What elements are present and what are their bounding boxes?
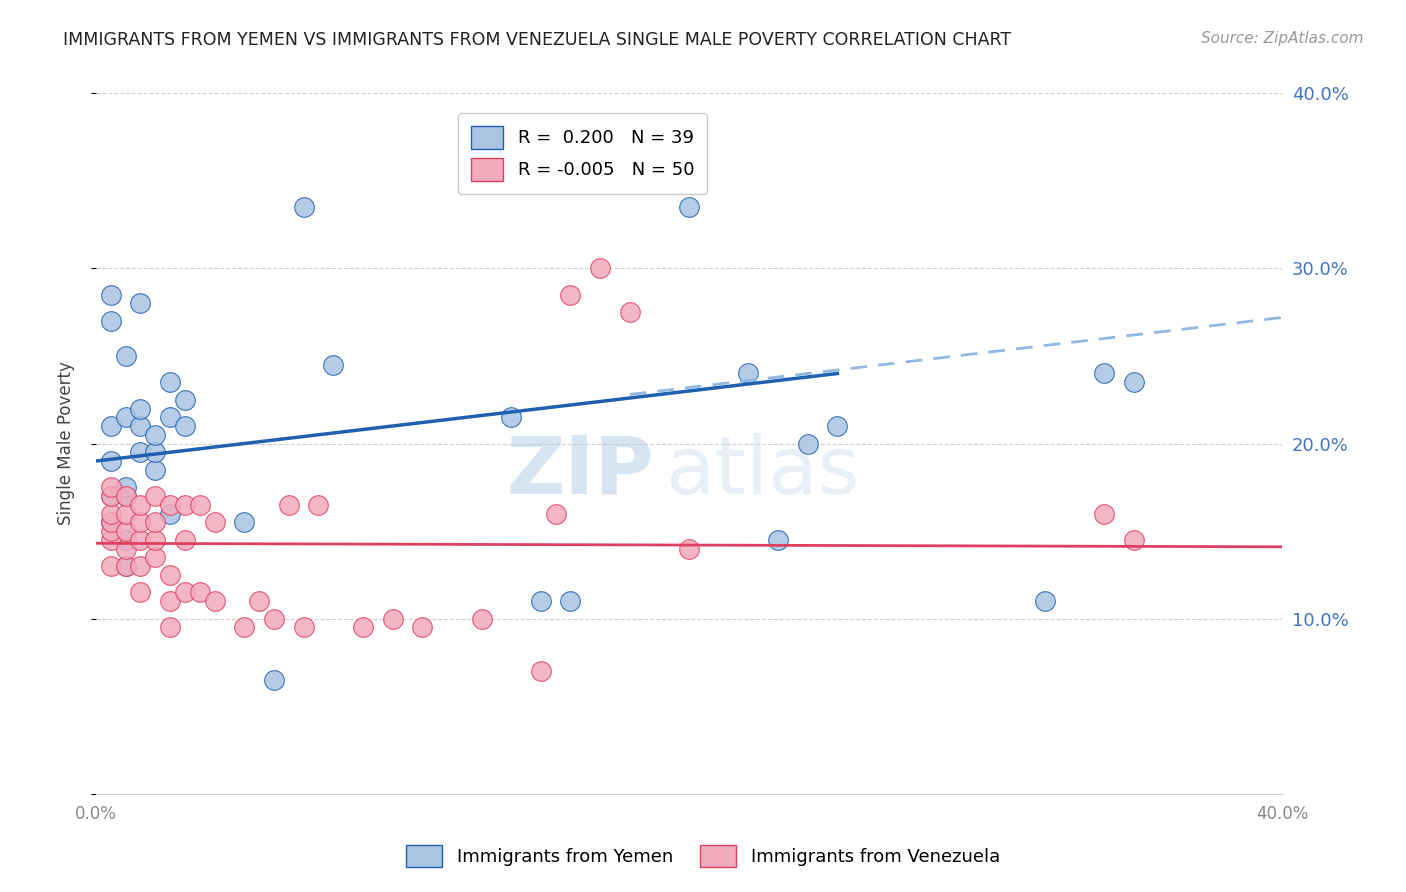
Point <box>114 489 136 503</box>
Point <box>114 349 136 363</box>
Point <box>159 567 181 582</box>
Point <box>114 524 136 538</box>
Point <box>589 261 612 276</box>
Point <box>100 287 122 301</box>
Point <box>411 620 433 634</box>
Point <box>530 664 553 678</box>
Point <box>129 445 152 459</box>
Point <box>1123 376 1146 390</box>
Legend: R =  0.200   N = 39, R = -0.005   N = 50: R = 0.200 N = 39, R = -0.005 N = 50 <box>458 113 707 194</box>
Point <box>530 594 553 608</box>
Point <box>100 489 122 503</box>
Point <box>100 419 122 434</box>
Point <box>678 200 700 214</box>
Point <box>1033 594 1056 608</box>
Point <box>143 463 166 477</box>
Point <box>188 498 211 512</box>
Point <box>129 498 152 512</box>
Point <box>174 419 197 434</box>
Point <box>114 480 136 494</box>
Point <box>159 620 181 634</box>
Point <box>678 541 700 556</box>
Point <box>114 507 136 521</box>
Legend: Immigrants from Yemen, Immigrants from Venezuela: Immigrants from Yemen, Immigrants from V… <box>399 838 1007 874</box>
Point <box>159 507 181 521</box>
Point <box>114 559 136 574</box>
Point <box>560 594 582 608</box>
Point <box>143 550 166 565</box>
Point <box>827 419 849 434</box>
Point <box>143 489 166 503</box>
Point <box>100 480 122 494</box>
Point <box>159 594 181 608</box>
Point <box>501 410 523 425</box>
Point <box>143 427 166 442</box>
Point <box>100 454 122 468</box>
Point <box>204 516 226 530</box>
Point <box>143 445 166 459</box>
Point <box>352 620 374 634</box>
Point <box>100 507 122 521</box>
Point <box>129 296 152 310</box>
Point <box>159 498 181 512</box>
Point <box>1123 533 1146 547</box>
Point <box>307 498 329 512</box>
Text: atlas: atlas <box>665 433 859 510</box>
Point <box>129 401 152 416</box>
Point <box>619 305 641 319</box>
Point <box>174 533 197 547</box>
Text: Source: ZipAtlas.com: Source: ZipAtlas.com <box>1201 31 1364 46</box>
Point <box>322 358 344 372</box>
Point <box>470 611 492 625</box>
Point <box>204 594 226 608</box>
Point <box>159 376 181 390</box>
Point <box>1092 507 1115 521</box>
Point <box>737 367 759 381</box>
Point <box>544 507 567 521</box>
Point <box>233 620 256 634</box>
Point <box>100 559 122 574</box>
Point <box>114 559 136 574</box>
Point <box>114 410 136 425</box>
Point <box>129 419 152 434</box>
Point <box>100 489 122 503</box>
Point <box>114 489 136 503</box>
Point <box>129 559 152 574</box>
Point <box>174 585 197 599</box>
Point <box>263 673 285 687</box>
Point <box>560 287 582 301</box>
Point <box>100 314 122 328</box>
Point <box>100 516 122 530</box>
Text: IMMIGRANTS FROM YEMEN VS IMMIGRANTS FROM VENEZUELA SINGLE MALE POVERTY CORRELATI: IMMIGRANTS FROM YEMEN VS IMMIGRANTS FROM… <box>63 31 1011 49</box>
Point <box>174 392 197 407</box>
Point <box>766 533 789 547</box>
Point <box>100 533 122 547</box>
Point <box>277 498 299 512</box>
Point <box>100 524 122 538</box>
Point <box>263 611 285 625</box>
Point <box>174 498 197 512</box>
Point <box>292 620 315 634</box>
Point <box>159 410 181 425</box>
Y-axis label: Single Male Poverty: Single Male Poverty <box>58 361 75 525</box>
Point <box>1092 367 1115 381</box>
Point <box>381 611 404 625</box>
Point <box>233 516 256 530</box>
Point <box>292 200 315 214</box>
Point <box>188 585 211 599</box>
Point <box>247 594 270 608</box>
Point <box>796 436 818 450</box>
Point <box>100 516 122 530</box>
Point <box>129 585 152 599</box>
Point <box>114 533 136 547</box>
Point <box>143 516 166 530</box>
Text: ZIP: ZIP <box>506 433 654 510</box>
Point <box>114 541 136 556</box>
Point <box>143 533 166 547</box>
Point <box>129 516 152 530</box>
Point <box>129 533 152 547</box>
